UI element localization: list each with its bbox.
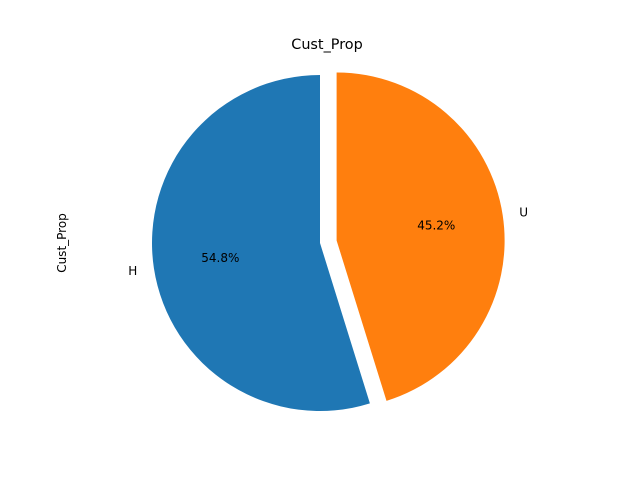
category-label-h: H	[128, 264, 137, 278]
percent-label-h: 54.8%	[201, 251, 239, 265]
pie-slice-h	[152, 75, 370, 411]
y-axis-label: Cust_Prop	[55, 213, 69, 273]
pie-slices	[152, 72, 505, 411]
category-label-u: U	[519, 206, 528, 220]
pie-slice-u	[336, 72, 505, 401]
percent-label-u: 45.2%	[417, 218, 455, 232]
chart-title: Cust_Prop	[291, 37, 362, 53]
pie-labels: H 54.8% U 45.2%	[128, 206, 528, 278]
